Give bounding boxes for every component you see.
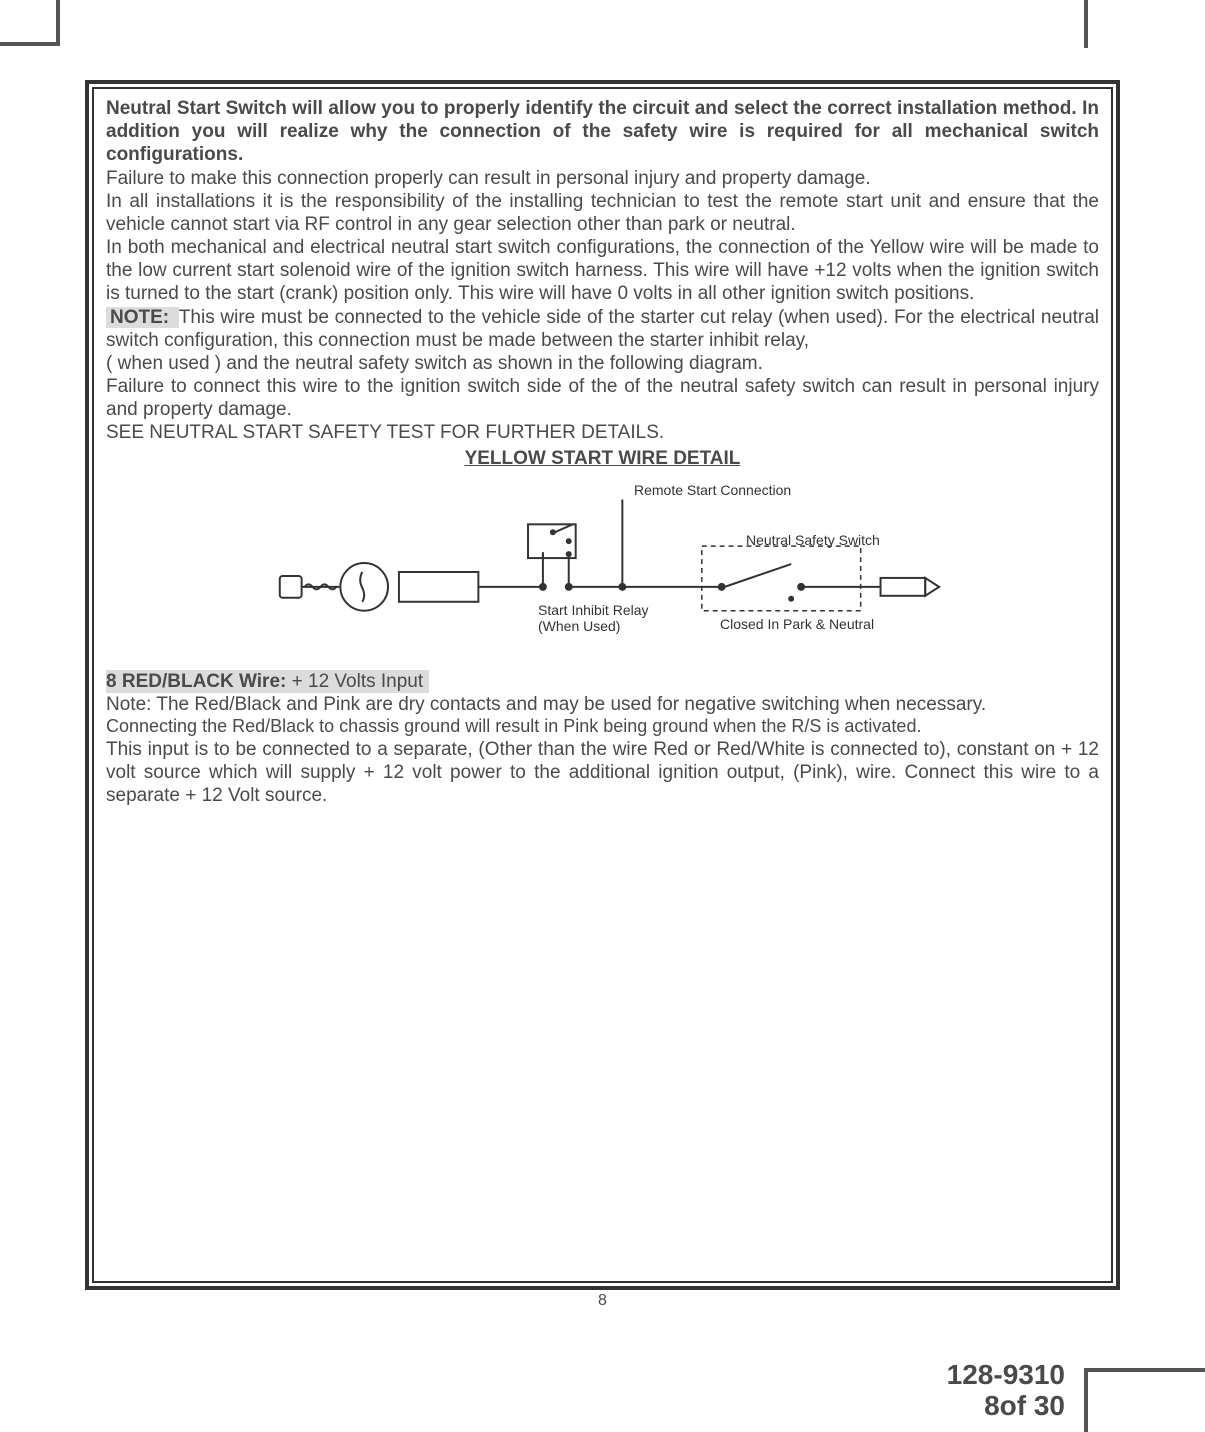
note-label: NOTE: (106, 307, 179, 328)
footer-code: 128-9310 (947, 1360, 1065, 1391)
crop-mark (56, 0, 60, 46)
yellow-start-wire-diagram: Remote Start Connection Neutral Safety S… (106, 474, 1099, 664)
footer-page: 8of 30 (947, 1391, 1065, 1422)
wire-8-sub: Connecting the Red/Black to chassis grou… (106, 716, 1099, 738)
wire-8-bold: 8 RED/BLACK Wire: (106, 671, 292, 692)
paragraph: Failure to make this connection properly… (106, 167, 1099, 190)
paragraph: Failure to connect this wire to the igni… (106, 375, 1099, 421)
crop-mark (1084, 0, 1088, 48)
wire-8-heading-row: 8 RED/BLACK Wire: + 12 Volts Input (106, 664, 1099, 693)
diagram-label-closed-in: Closed In Park & Neutral (720, 616, 874, 633)
footer-right: 128-9310 8of 30 (947, 1360, 1065, 1422)
wire-8-rest: + 12 Volts Input (292, 671, 424, 692)
wire-8-paragraph: This input is to be connected to a separ… (106, 738, 1099, 808)
crop-mark (0, 42, 60, 46)
content-inner: Neutral Start Switch will allow you to p… (92, 87, 1113, 1283)
diagram-label-neutral-safety: Neutral Safety Switch (746, 532, 880, 549)
diagram-label-start-inhibit1: Start Inhibit Relay (538, 602, 649, 619)
note-paragraph: NOTE: This wire must be connected to the… (106, 306, 1099, 352)
diagram-label-remote-start: Remote Start Connection (634, 482, 791, 499)
paragraph: SEE NEUTRAL START SAFETY TEST FOR FURTHE… (106, 421, 1099, 444)
wire-8-note: Note: The Red/Black and Pink are dry con… (106, 693, 1099, 716)
crop-mark (1087, 1368, 1205, 1372)
page: Neutral Start Switch will allow you to p… (0, 0, 1205, 1432)
note-line2: ( when used ) and the neutral safety swi… (106, 352, 1099, 375)
diagram-label-start-inhibit2: (When Used) (538, 618, 620, 635)
diagram-title: YELLOW START WIRE DETAIL (106, 447, 1099, 470)
crop-mark (1084, 1368, 1088, 1432)
paragraph: In all installations it is the responsib… (106, 190, 1099, 236)
page-number: 8 (598, 1292, 607, 1310)
diagram-svg (106, 474, 1099, 664)
wire-8-heading: 8 RED/BLACK Wire: + 12 Volts Input (106, 670, 429, 693)
content-frame: Neutral Start Switch will allow you to p… (85, 80, 1120, 1290)
paragraph: In both mechanical and electrical neutra… (106, 236, 1099, 306)
intro-paragraph: Neutral Start Switch will allow you to p… (106, 97, 1099, 167)
note-text: This wire must be connected to the vehic… (106, 307, 1099, 351)
